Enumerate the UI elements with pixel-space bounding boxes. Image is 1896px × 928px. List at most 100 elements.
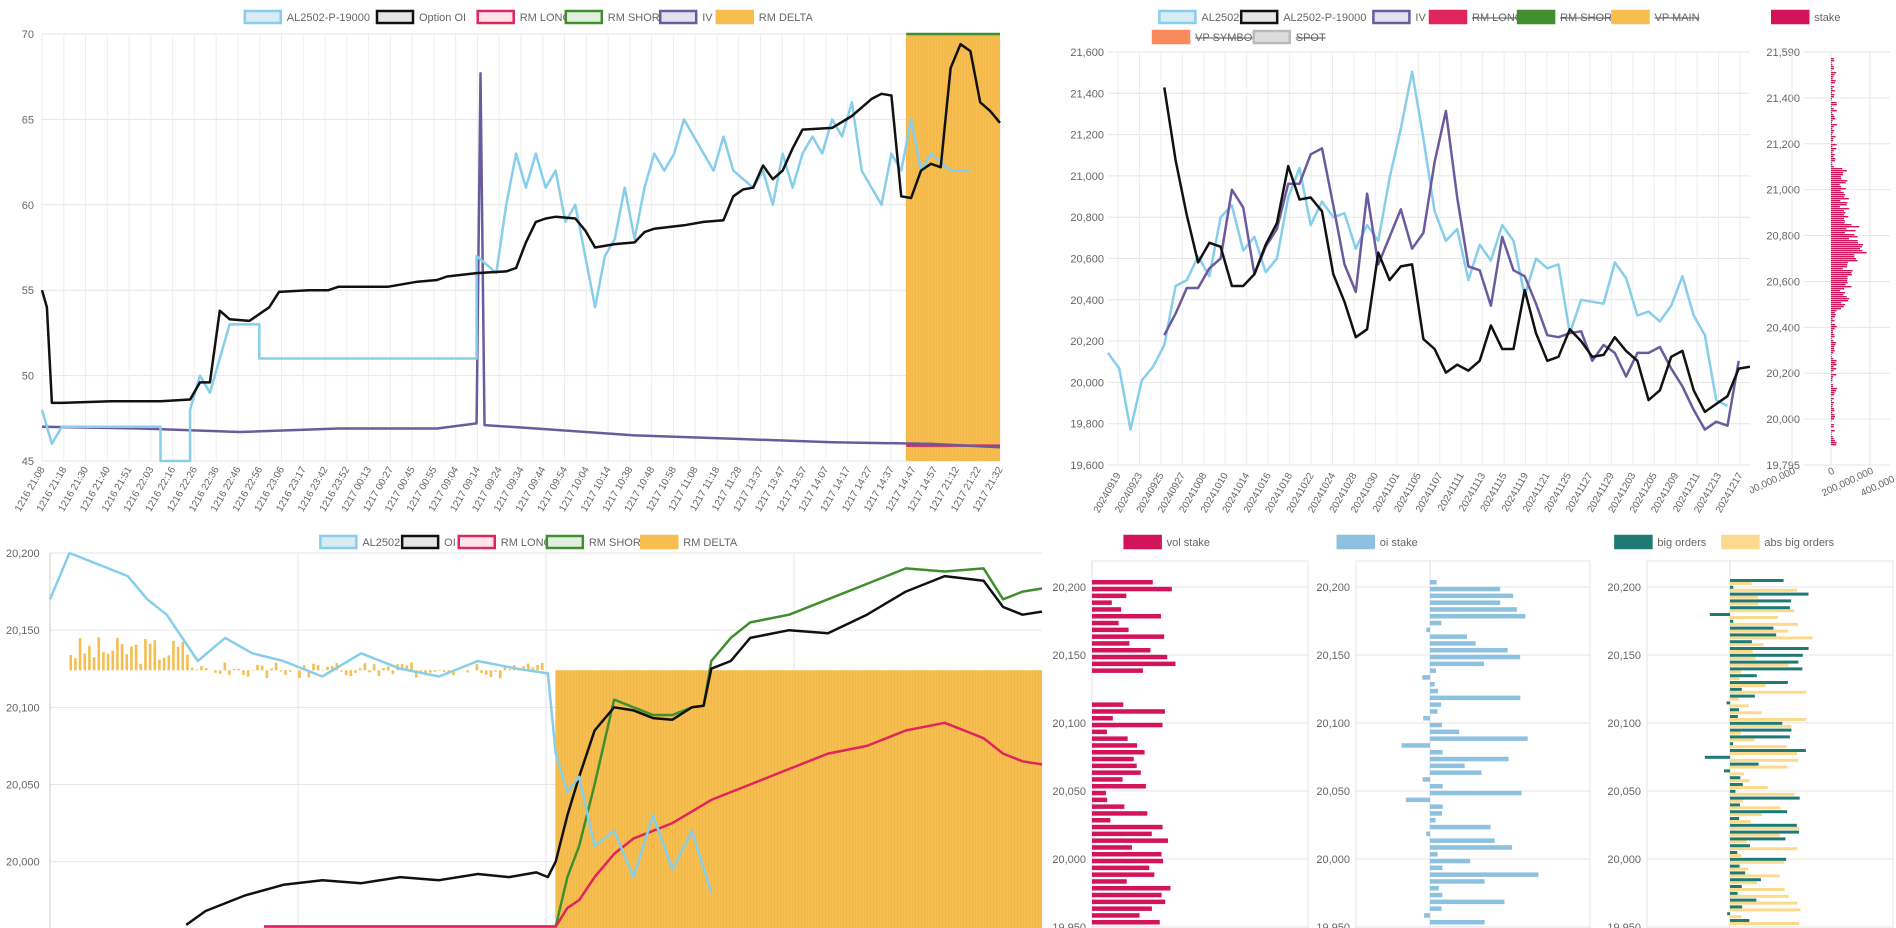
legend-swatch[interactable] bbox=[1428, 9, 1468, 25]
stake-bar bbox=[1831, 288, 1845, 290]
big-order-bar bbox=[1730, 640, 1752, 644]
rm-delta-bar bbox=[116, 637, 119, 671]
stake-bar bbox=[1831, 238, 1850, 240]
legend-swatch[interactable] bbox=[1336, 534, 1376, 550]
legend-swatch[interactable] bbox=[564, 9, 604, 25]
oi-stake-bar bbox=[1430, 872, 1539, 877]
y-tick-label: 20,200 bbox=[1607, 582, 1641, 594]
vol-stake-bar bbox=[1092, 580, 1153, 585]
futures-chart-panel: AL2502 AL2502-P-19000 IV RM LONG RM SHORT VP … bbox=[1060, 0, 1750, 525]
y-tick-label: 20,050 bbox=[1052, 786, 1086, 798]
vol-stake-bar bbox=[1092, 784, 1146, 789]
stake-bar bbox=[1831, 426, 1834, 428]
legend-swatch[interactable] bbox=[640, 534, 679, 550]
vol-stake-bar bbox=[1092, 777, 1123, 782]
big-order-bar bbox=[1730, 708, 1740, 712]
rm-delta-bar bbox=[382, 668, 385, 671]
stake-bar bbox=[1831, 252, 1867, 254]
stake-bar bbox=[1831, 410, 1835, 412]
y-tick-label: 45 bbox=[22, 456, 34, 468]
legend-swatch[interactable] bbox=[1252, 29, 1291, 45]
y-tick-label: 20,600 bbox=[1070, 254, 1104, 266]
abs-big-order-bar bbox=[1730, 820, 1751, 823]
big-order-bar bbox=[1730, 871, 1746, 875]
big-order-bar bbox=[1730, 687, 1742, 691]
stake-bar bbox=[1831, 66, 1834, 68]
y-tick-label: 21,200 bbox=[1766, 139, 1800, 151]
vol-stake-chart[interactable]: vol stake 20,200 20,150 20,100 20,050 20,000 1… bbox=[1040, 525, 1310, 928]
legend-swatch[interactable] bbox=[319, 534, 358, 550]
rm-delta-bar bbox=[498, 670, 502, 679]
stake-bar bbox=[1831, 76, 1834, 78]
al2502-line bbox=[1106, 70, 1729, 431]
option-price-oi-chart[interactable]: AL2502-P-19000 Option OI RM LONG RM SHORT IV… bbox=[0, 0, 1055, 525]
oi-stake-bar bbox=[1430, 879, 1485, 884]
rm-delta-bar bbox=[349, 670, 353, 677]
rm-delta-bar bbox=[232, 668, 236, 671]
legend-swatch[interactable] bbox=[1771, 9, 1810, 25]
legend-swatch[interactable] bbox=[1372, 9, 1411, 25]
legend-swatch[interactable] bbox=[1614, 534, 1653, 550]
vol-stake-bar bbox=[1092, 600, 1112, 605]
intraday-positions-chart[interactable]: AL2502 OI RM LONG RM SHORT RM DELTA 20,200 20,… bbox=[0, 525, 1050, 928]
legend-swatch[interactable] bbox=[715, 9, 755, 25]
legend-swatch[interactable] bbox=[400, 534, 440, 550]
iv-line bbox=[41, 72, 1001, 449]
legend-swatch[interactable] bbox=[658, 9, 698, 25]
abs-big-order-bar bbox=[1730, 609, 1795, 613]
abs-big-order-bar bbox=[1730, 595, 1759, 599]
legend-swatch[interactable] bbox=[1611, 9, 1650, 25]
big-order-bar bbox=[1727, 912, 1730, 916]
legend-swatch[interactable] bbox=[375, 9, 415, 25]
stake-bar bbox=[1831, 400, 1832, 402]
abs-big-order-bar bbox=[1730, 772, 1745, 776]
legend-swatch[interactable] bbox=[243, 9, 283, 25]
legend-swatch[interactable] bbox=[476, 9, 515, 25]
stake-bar bbox=[1831, 344, 1836, 346]
legend-swatch[interactable] bbox=[457, 534, 496, 550]
y-tick-label: 21,590 bbox=[1766, 47, 1800, 59]
y-tick-label: 55 bbox=[22, 285, 34, 297]
legend-swatch[interactable] bbox=[1151, 29, 1191, 45]
rm-delta-bar bbox=[260, 665, 264, 671]
stake-bar bbox=[1831, 388, 1837, 390]
legend-swatch[interactable] bbox=[1158, 9, 1197, 25]
y-tick-label: 20,800 bbox=[1070, 212, 1104, 224]
stake-bar bbox=[1831, 204, 1847, 206]
big-order-bar bbox=[1730, 823, 1797, 827]
vol-stake-bar bbox=[1092, 654, 1168, 660]
stake-profile-chart[interactable]: stake 21,590 21,400 21,200 21,000 20,800 20,60… bbox=[1750, 0, 1896, 525]
stake-bar bbox=[1831, 386, 1834, 388]
y-tick-label: 20,000 bbox=[1607, 854, 1641, 866]
stake-bar bbox=[1831, 114, 1834, 116]
rm-delta-bar bbox=[400, 664, 404, 671]
legend-label: vol stake bbox=[1167, 537, 1210, 549]
big-order-bar bbox=[1730, 749, 1806, 752]
oi-stake-bar bbox=[1430, 736, 1528, 741]
futures-daily-chart[interactable]: AL2502 AL2502-P-19000 IV RM LONG RM SHORT VP … bbox=[1060, 0, 1750, 525]
y-tick-label: 20,100 bbox=[6, 702, 40, 714]
legend-swatch[interactable] bbox=[1516, 9, 1556, 25]
oi-stake-bar bbox=[1424, 913, 1430, 918]
stake-bar bbox=[1831, 116, 1835, 118]
big-order-bar bbox=[1730, 810, 1788, 814]
abs-big-order-bar bbox=[1730, 894, 1789, 898]
legend-swatch[interactable] bbox=[1239, 9, 1279, 25]
oi-stake-bar bbox=[1430, 688, 1439, 694]
legend-swatch[interactable] bbox=[1721, 534, 1760, 550]
oi-stake-chart[interactable]: oi stake 20,200 20,150 20,100 20,050 20,000 19… bbox=[1310, 525, 1595, 928]
stake-bar bbox=[1831, 216, 1849, 218]
big-order-bar bbox=[1730, 667, 1803, 671]
stake-bar bbox=[1831, 228, 1847, 230]
rm-delta-bar bbox=[284, 670, 287, 675]
legend-swatch[interactable] bbox=[1123, 534, 1162, 550]
stake-bar bbox=[1831, 366, 1834, 368]
rm-delta-bar bbox=[330, 666, 334, 671]
big-orders-chart[interactable]: big orders abs big orders 20,200 20,150 20,1… bbox=[1595, 525, 1896, 928]
legend-swatch[interactable] bbox=[545, 534, 585, 550]
stake-bar bbox=[1831, 416, 1835, 418]
stake-bar bbox=[1831, 88, 1833, 90]
oi-stake-bar bbox=[1430, 634, 1467, 639]
rm-delta-bar bbox=[368, 670, 371, 673]
stake-bar bbox=[1831, 96, 1834, 98]
